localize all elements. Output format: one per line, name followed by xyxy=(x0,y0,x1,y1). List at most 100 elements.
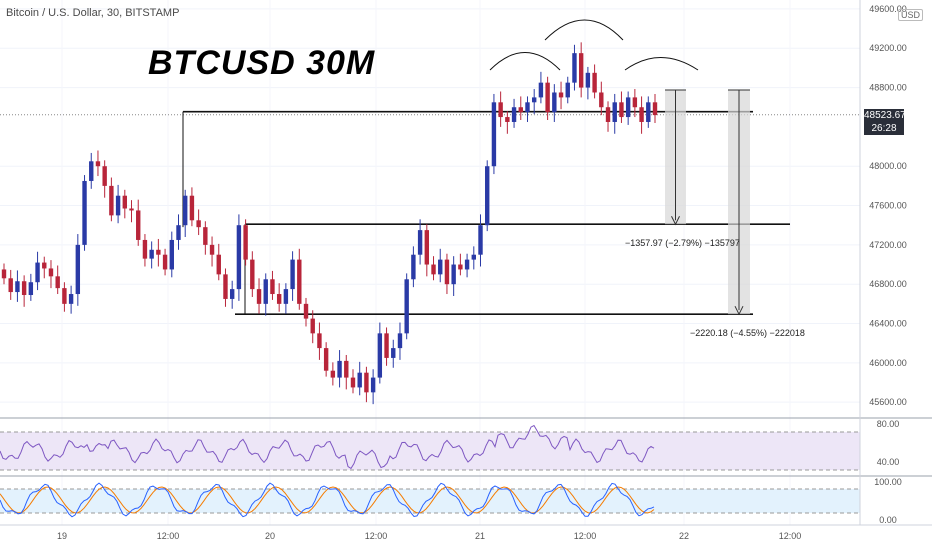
candle-body xyxy=(15,281,20,293)
candle-body xyxy=(229,289,235,299)
price-tick: 46800.00 xyxy=(869,279,907,289)
candle-body xyxy=(431,264,436,275)
candle-body xyxy=(256,289,262,304)
candle-body xyxy=(270,279,275,295)
time-tick: 19 xyxy=(57,531,67,541)
price-tick: 47200.00 xyxy=(869,240,907,250)
candle-body xyxy=(558,92,564,98)
candle-body xyxy=(115,195,121,216)
measure-arrowhead xyxy=(734,305,744,316)
candle-body xyxy=(95,161,101,167)
indicator-tick: 80.00 xyxy=(877,419,900,429)
candle-body xyxy=(75,244,81,295)
candle-body xyxy=(68,294,74,304)
price-tick: 49600.00 xyxy=(869,4,907,14)
candle-body xyxy=(552,92,557,113)
candle-body xyxy=(599,92,604,108)
candle-body xyxy=(344,360,349,378)
candle-body xyxy=(243,225,248,260)
candle-body xyxy=(565,82,570,98)
time-tick: 12:00 xyxy=(574,531,597,541)
drawings xyxy=(182,19,790,316)
candle-body xyxy=(283,289,289,304)
time-tick: 12:00 xyxy=(365,531,388,541)
candle-body xyxy=(350,377,356,388)
price-tick: 48800.00 xyxy=(869,83,907,93)
rsi-line xyxy=(0,424,655,470)
candle-body xyxy=(592,72,597,93)
candle-body xyxy=(48,268,54,277)
candle-body xyxy=(209,244,215,255)
measure-label-1: −1357.97 (−2.79%) −135797 xyxy=(625,238,740,248)
candle-body xyxy=(404,279,409,334)
candle-body xyxy=(149,249,154,259)
candles xyxy=(1,42,658,405)
price-tick: 47600.00 xyxy=(869,201,907,211)
candle-body xyxy=(162,254,168,270)
candle-body xyxy=(216,254,221,275)
time-tick: 22 xyxy=(679,531,689,541)
candle-body xyxy=(109,185,114,216)
candle-body xyxy=(578,53,584,88)
candle-body xyxy=(444,259,450,285)
candle-body xyxy=(458,264,463,270)
indicator-panes xyxy=(0,417,932,518)
price-axis: 49600.00 49200.00 48800.00 48000.00 47600.00… xyxy=(859,0,907,525)
candle-body xyxy=(525,102,530,113)
stoch-d-line xyxy=(0,486,655,514)
currency-badge[interactable]: USD xyxy=(898,9,924,21)
candle-body xyxy=(176,225,181,240)
candle-body xyxy=(42,262,47,269)
measure-arrowhead xyxy=(671,215,680,226)
head-arc xyxy=(544,19,624,41)
candle-body xyxy=(236,225,242,290)
measure-label-2: −2220.18 (−4.55%) −222018 xyxy=(690,328,805,338)
candle-body xyxy=(136,210,141,240)
symbol-header: Bitcoin / U.S. Dollar, 30, BITSTAMP xyxy=(6,7,180,19)
candle-body xyxy=(169,239,174,270)
time-tick: 20 xyxy=(265,531,275,541)
candle-body xyxy=(263,279,268,304)
candle-body xyxy=(183,195,188,226)
candle-body xyxy=(156,249,161,255)
bar-countdown: 26:28 xyxy=(871,122,897,134)
time-tick: 12:00 xyxy=(779,531,802,541)
candle-body xyxy=(189,195,195,221)
candle-body xyxy=(122,195,128,209)
candle-body xyxy=(397,333,403,349)
candle-body xyxy=(572,53,577,83)
candle-body xyxy=(612,102,617,122)
candle-body xyxy=(297,259,302,304)
candle-body xyxy=(35,262,40,283)
candle-body xyxy=(223,274,228,299)
candle-body xyxy=(303,303,309,319)
candle-body xyxy=(290,259,295,290)
candle-body xyxy=(411,254,416,280)
candle-body xyxy=(545,82,550,113)
candle-body xyxy=(357,372,362,388)
candle-body xyxy=(364,372,369,393)
candle-body xyxy=(250,259,255,290)
stoch-band xyxy=(0,489,860,513)
chart-annotation-title: BTCUSD 30M xyxy=(148,44,376,82)
right-shoulder-arc xyxy=(624,57,699,71)
candle-body xyxy=(377,333,383,378)
candle-body xyxy=(538,82,544,98)
candle-body xyxy=(337,360,342,378)
time-axis: 19 12:00 20 12:00 21 12:00 22 12:00 xyxy=(0,524,932,541)
candle-body xyxy=(82,180,87,245)
candle-body xyxy=(384,333,389,358)
candle-body xyxy=(417,230,423,255)
candle-body xyxy=(485,166,490,226)
candle-body xyxy=(639,107,644,122)
price-tick: 46400.00 xyxy=(869,319,907,329)
candle-body xyxy=(330,370,336,378)
current-price-value: 48523.67 xyxy=(864,109,906,121)
candle-body xyxy=(491,102,497,167)
candle-body xyxy=(1,269,7,279)
candle-body xyxy=(391,348,396,358)
price-tick: 49200.00 xyxy=(869,43,907,53)
price-tick: 45600.00 xyxy=(869,397,907,407)
candle-body xyxy=(505,117,510,122)
